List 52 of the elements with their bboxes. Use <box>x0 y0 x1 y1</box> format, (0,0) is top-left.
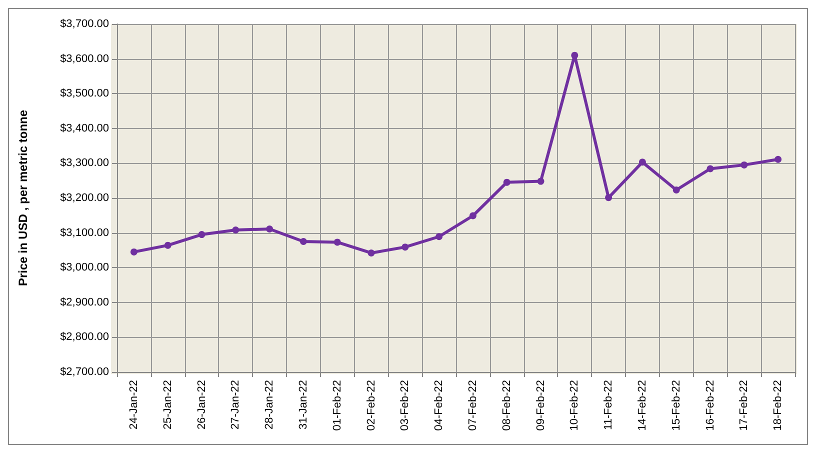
point <box>706 165 714 172</box>
y-tick-label: $3,200.00 <box>60 192 109 204</box>
point <box>198 231 206 238</box>
y-tick-label: $3,100.00 <box>60 226 109 239</box>
x-tick-label: 02-Feb-22 <box>365 380 378 431</box>
x-tick-label: 08-Feb-22 <box>500 380 513 431</box>
x-tick-label: 01-Feb-22 <box>331 380 344 431</box>
point <box>605 194 612 202</box>
x-tick-label: 16-Feb-22 <box>704 380 716 431</box>
point <box>503 178 510 186</box>
point <box>300 238 307 245</box>
point <box>537 178 544 185</box>
y-tick-label: $2,900.00 <box>60 296 109 308</box>
x-tick-label: 17-Feb-22 <box>738 380 750 431</box>
y-tick-label: $2,700.00 <box>60 366 109 378</box>
y-tick-label: $2,800.00 <box>60 331 109 344</box>
y-tick-label: $3,500.00 <box>60 88 109 100</box>
point <box>402 244 409 251</box>
point <box>334 238 341 246</box>
x-tick-label: 07-Feb-22 <box>466 380 479 431</box>
point <box>571 52 578 59</box>
x-tick-label: 03-Feb-22 <box>399 380 412 431</box>
x-tick-label: 24-Jan-22 <box>128 380 140 430</box>
y-tick-label: $3,700.00 <box>60 18 109 30</box>
x-tick-label: 15-Feb-22 <box>670 380 682 431</box>
x-tick-label: 09-Feb-22 <box>534 380 547 431</box>
x-tick-label: 14-Feb-22 <box>636 380 648 431</box>
point <box>368 249 375 256</box>
x-tick-label: 27-Jan-22 <box>230 380 242 430</box>
x-tick-label: 28-Jan-22 <box>264 380 276 430</box>
y-tick-label: $3,400.00 <box>60 122 109 134</box>
point <box>164 242 172 249</box>
x-tick-label: 04-Feb-22 <box>433 380 446 431</box>
x-tick-label: 31-Jan-22 <box>297 380 310 430</box>
point <box>130 248 138 256</box>
point <box>774 156 782 163</box>
y-tick-label: $3,600.00 <box>60 52 109 65</box>
x-tick-label: 26-Jan-22 <box>196 380 208 430</box>
x-tick-label: 10-Feb-22 <box>568 380 581 431</box>
point <box>672 186 680 194</box>
point <box>469 212 476 220</box>
y-tick-label: $3,300.00 <box>60 157 109 170</box>
point <box>232 226 240 234</box>
point <box>740 161 748 168</box>
y-axis-title: Price in USD , per metric tonne <box>16 110 30 286</box>
point <box>266 225 274 232</box>
x-tick-label: 18-Feb-22 <box>772 380 784 431</box>
x-tick-label: 25-Jan-22 <box>162 380 174 430</box>
point <box>638 158 646 166</box>
x-tick-label: 11-Feb-22 <box>602 380 615 430</box>
y-tick-label: $3,000.00 <box>60 262 109 274</box>
point <box>436 233 443 240</box>
